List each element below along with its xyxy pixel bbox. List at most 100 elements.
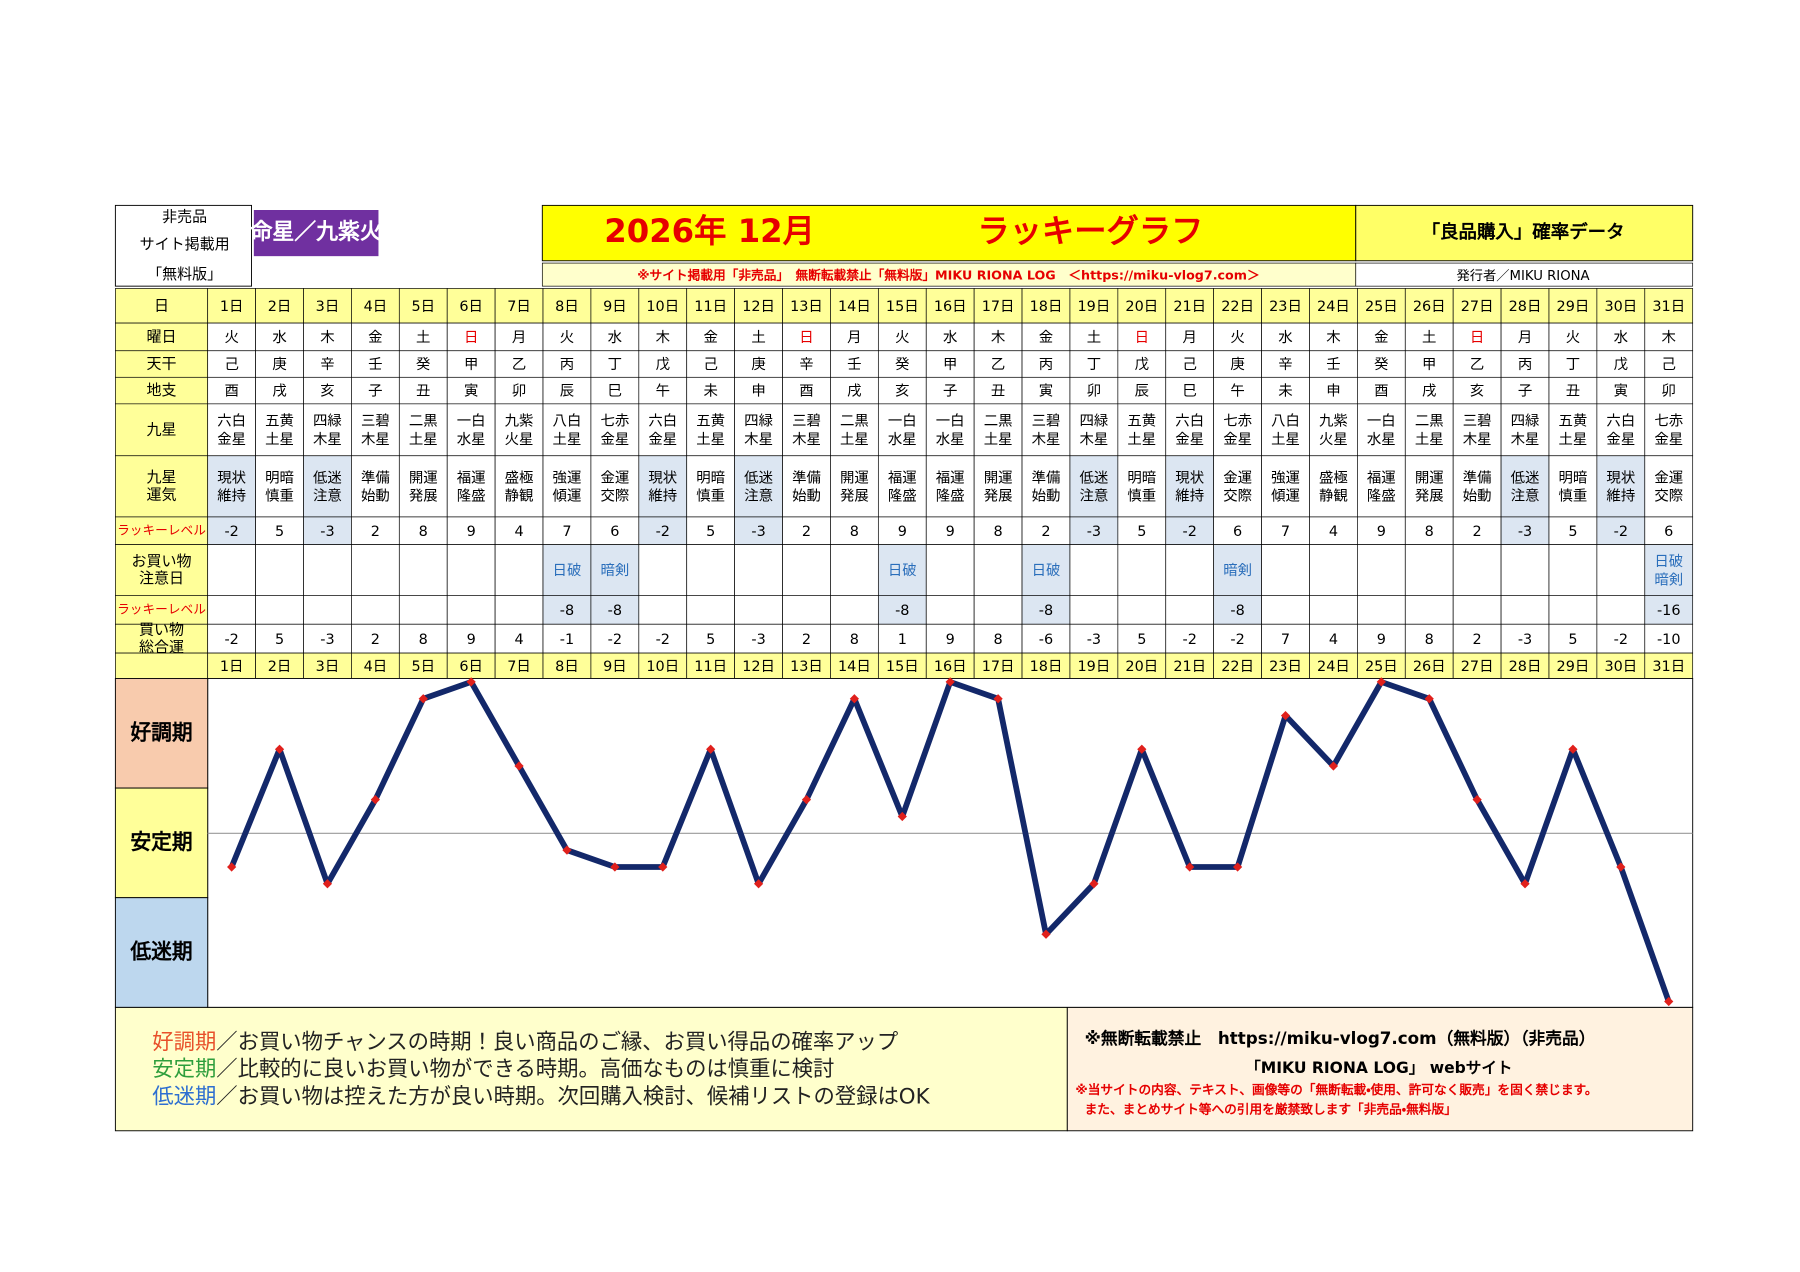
point — [418, 694, 428, 704]
cell — [638, 516, 688, 545]
cell — [686, 350, 735, 378]
cell — [925, 595, 975, 625]
kyusei: 木星 — [1032, 431, 1061, 448]
cell — [638, 544, 688, 596]
cell — [925, 288, 975, 324]
cell — [1500, 544, 1550, 596]
caution: 日破 — [888, 562, 917, 579]
cell — [1165, 350, 1215, 378]
caution: 日破 — [1654, 553, 1683, 570]
branches: 戌 — [847, 383, 861, 400]
row-label: お買い物 — [132, 552, 192, 570]
cell — [1213, 455, 1262, 518]
lucky-level: -2 — [1614, 524, 1628, 540]
lucky-level: -3 — [751, 524, 765, 540]
branches: 申 — [751, 383, 765, 400]
stems: 己 — [1662, 357, 1676, 373]
lucky-level: 7 — [562, 524, 571, 540]
total: -3 — [1518, 632, 1532, 648]
cell — [1165, 288, 1215, 324]
cell — [446, 623, 496, 654]
lucky-level: -2 — [1183, 524, 1197, 540]
lucky-level: -3 — [320, 524, 334, 540]
cell — [782, 623, 831, 654]
fortune: 発展 — [984, 488, 1013, 505]
cell — [638, 288, 688, 324]
cell — [782, 455, 831, 518]
lucky-level: 2 — [802, 524, 811, 540]
point — [849, 694, 860, 704]
weekdays: 水 — [608, 329, 622, 346]
cell — [398, 455, 448, 518]
lucky-level: 2 — [1473, 524, 1482, 540]
note: 非売品 — [162, 207, 207, 225]
days: 25日 — [1365, 299, 1398, 315]
cell — [590, 403, 640, 457]
cell — [351, 623, 400, 654]
zone-cell — [114, 787, 209, 899]
cell — [1548, 350, 1598, 378]
kyusei: 木星 — [313, 431, 342, 448]
fortune: 福運 — [888, 469, 917, 486]
stems: 癸 — [895, 356, 909, 373]
cell — [303, 455, 352, 518]
cell — [1261, 322, 1310, 352]
kyusei: 三碧 — [1032, 413, 1061, 430]
cell — [255, 322, 304, 352]
cell — [734, 652, 783, 679]
row-label-cell — [115, 652, 209, 679]
days: 26日 — [1413, 659, 1446, 675]
cell — [1165, 652, 1215, 679]
days: 28日 — [1509, 659, 1542, 675]
kyusei: 三碧 — [361, 413, 390, 430]
legend-term: 好調期 — [152, 1030, 216, 1055]
branches: 丑 — [416, 384, 430, 400]
fortune: 準備 — [1463, 469, 1492, 486]
cell — [542, 623, 592, 654]
point — [1664, 996, 1674, 1007]
stems: 丁 — [1566, 357, 1580, 373]
legend-text: ／お買い物は控えた方が良い時期。次回購入検討、候補リストの登録はOK — [216, 1084, 930, 1109]
fortune: 現状 — [1175, 469, 1204, 486]
cell — [398, 595, 448, 625]
cell — [542, 455, 592, 518]
cell — [303, 595, 352, 625]
cell — [207, 623, 256, 654]
row-label-cell — [115, 455, 209, 518]
cell — [1644, 376, 1694, 405]
stems: 丙 — [1518, 357, 1532, 373]
row-label: 注意日 — [139, 569, 184, 587]
cell — [207, 455, 256, 518]
cell — [973, 652, 1023, 679]
point — [1616, 862, 1626, 872]
cell — [1500, 455, 1550, 518]
cell — [877, 376, 927, 405]
branches: 酉 — [799, 384, 813, 400]
cell — [542, 544, 592, 596]
days: 29日 — [1557, 659, 1590, 675]
days: 6日 — [459, 299, 483, 315]
days: 28日 — [1509, 299, 1542, 315]
cell — [830, 595, 879, 625]
cell — [830, 455, 879, 518]
stems: 辛 — [799, 356, 813, 373]
stems: 庚 — [1230, 356, 1244, 373]
cell — [542, 322, 592, 352]
cell — [1309, 350, 1358, 378]
row-label: 天干 — [147, 355, 177, 373]
point — [897, 811, 907, 822]
kyusei: 土星 — [409, 431, 438, 448]
kyusei: 木星 — [1079, 431, 1108, 448]
cell — [494, 544, 544, 596]
point — [227, 862, 237, 872]
days: 13日 — [790, 299, 823, 315]
cell — [1069, 376, 1119, 405]
days: 24日 — [1317, 299, 1350, 315]
kyusei: 金星 — [1175, 431, 1204, 448]
point — [1232, 862, 1243, 872]
weekdays: 金 — [368, 329, 382, 346]
cell — [446, 403, 496, 457]
cell — [1596, 623, 1646, 654]
kyusei: 木星 — [1463, 431, 1492, 448]
days: 5日 — [411, 659, 435, 675]
